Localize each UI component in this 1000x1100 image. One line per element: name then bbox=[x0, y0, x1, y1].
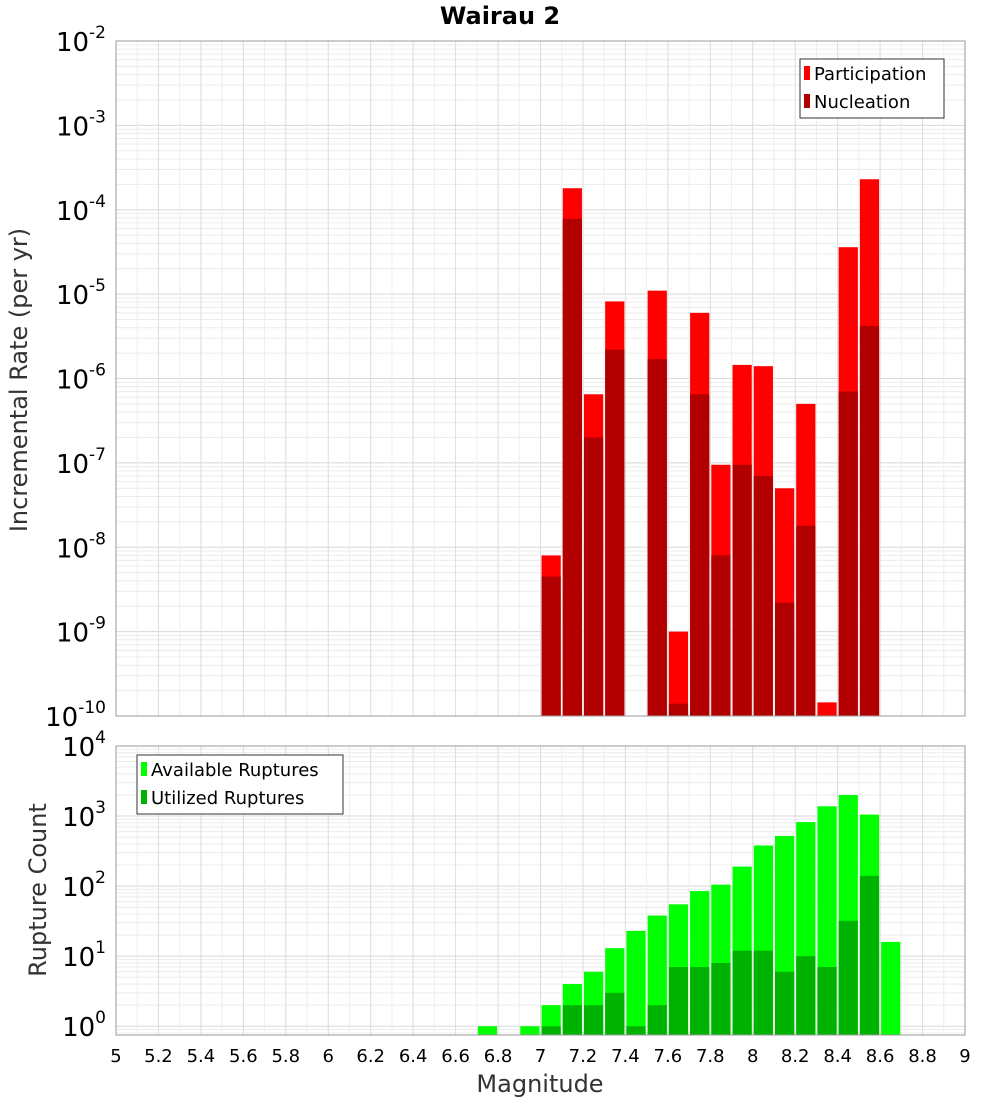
count-plot-frame bbox=[115, 745, 966, 1036]
count-bar bbox=[690, 967, 710, 1035]
count-legend-swatch bbox=[141, 762, 147, 776]
count-bar bbox=[626, 1026, 646, 1035]
rate-bar bbox=[838, 391, 858, 716]
count-legend-box bbox=[136, 754, 344, 815]
count-y-tick-label: 101 bbox=[62, 938, 106, 973]
x-tick-label: 8.6 bbox=[866, 1046, 895, 1067]
rate-y-tick-label: 10-5 bbox=[56, 276, 106, 311]
count-bar bbox=[562, 1005, 582, 1035]
rate-bar bbox=[690, 394, 710, 716]
count-bar bbox=[753, 950, 773, 1035]
x-tick-label: 9 bbox=[959, 1046, 970, 1067]
x-tick-label: 8.4 bbox=[823, 1046, 852, 1067]
rate-y-tick-label: 10-6 bbox=[56, 361, 106, 396]
rate-legend: Participation Nucleation bbox=[799, 58, 945, 119]
count-bar bbox=[859, 875, 880, 1035]
top-y-axis-label: Incremental Rate (per yr) bbox=[5, 228, 33, 532]
rate-bar bbox=[817, 702, 837, 716]
x-tick-label: 6.6 bbox=[441, 1046, 470, 1067]
x-tick-label: 6 bbox=[323, 1046, 334, 1067]
count-bar bbox=[774, 971, 795, 1035]
rate-y-tick-label: 10-4 bbox=[56, 192, 106, 227]
count-bar bbox=[520, 1026, 540, 1035]
rate-bar bbox=[753, 475, 773, 716]
rate-bar bbox=[774, 602, 795, 716]
rate-y-tick-label: 10-2 bbox=[56, 23, 106, 58]
x-tick-label: 7.2 bbox=[569, 1046, 598, 1067]
count-bar bbox=[541, 1026, 561, 1035]
count-bar bbox=[711, 962, 731, 1035]
x-tick-label: 6.2 bbox=[356, 1046, 385, 1067]
count-bar bbox=[647, 1005, 667, 1035]
rate-bar bbox=[668, 631, 689, 716]
bottom-y-axis-label: Rupture Count bbox=[24, 803, 52, 977]
count-legend-label: Available Ruptures bbox=[151, 760, 319, 781]
count-legend-label: Utilized Ruptures bbox=[151, 788, 304, 809]
x-tick-label: 6.8 bbox=[484, 1046, 513, 1067]
rate-legend-label: Participation bbox=[814, 64, 926, 85]
x-axis-ticks: 5 5.2 5.4 5.6 5.8 6 6.2 6.4 6.6 6.8 7 7.2 7.4 7.6 7.8 8… bbox=[110, 1046, 970, 1067]
rate-plot-area: 10-10 10-9 10-8 10-7 10-6 10-5 10-4 10-3 10-2 bbox=[45, 23, 966, 733]
rate-y-tick-label: 10-7 bbox=[56, 445, 106, 480]
rate-bar bbox=[711, 555, 731, 716]
count-bar bbox=[817, 967, 837, 1035]
rate-bar bbox=[647, 359, 667, 716]
x-tick-label: 5.4 bbox=[187, 1046, 216, 1067]
x-tick-label: 7.4 bbox=[611, 1046, 640, 1067]
rate-legend-swatch bbox=[804, 66, 810, 80]
count-y-tick-label: 102 bbox=[62, 868, 106, 903]
rate-y-tick-label: 10-9 bbox=[56, 614, 106, 649]
x-tick-label: 8 bbox=[747, 1046, 758, 1067]
x-tick-label: 5.2 bbox=[144, 1046, 173, 1067]
rate-y-tick-label: 10-3 bbox=[56, 107, 106, 142]
rate-legend-swatch bbox=[804, 94, 810, 108]
count-y-tick-label: 104 bbox=[62, 728, 106, 763]
rate-bar bbox=[859, 325, 880, 716]
rate-bar bbox=[562, 218, 582, 716]
count-bar bbox=[477, 1026, 498, 1035]
count-bar bbox=[605, 992, 625, 1035]
x-tick-label: 5.6 bbox=[229, 1046, 258, 1067]
chart-title: Wairau 2 bbox=[440, 2, 560, 30]
count-series-1 bbox=[541, 875, 880, 1035]
x-tick-label: 8.2 bbox=[781, 1046, 810, 1067]
count-bar bbox=[647, 915, 667, 1035]
rate-series-1 bbox=[541, 218, 880, 716]
rate-y-tick-label: 10-10 bbox=[45, 698, 106, 733]
x-axis-label: Magnitude bbox=[476, 1070, 603, 1098]
count-y-tick-label: 100 bbox=[62, 1008, 106, 1043]
count-bar bbox=[732, 950, 752, 1035]
rate-plot-frame bbox=[115, 40, 966, 717]
x-tick-label: 5.8 bbox=[271, 1046, 300, 1067]
rate-y-tick-label: 10-8 bbox=[56, 529, 106, 564]
count-y-tick-label: 103 bbox=[62, 798, 106, 833]
count-bar bbox=[626, 930, 646, 1035]
rate-legend-box bbox=[799, 58, 945, 119]
x-tick-label: 6.4 bbox=[399, 1046, 428, 1067]
rate-bar bbox=[605, 349, 625, 716]
x-tick-label: 7 bbox=[535, 1046, 546, 1067]
count-bar bbox=[796, 956, 816, 1035]
rupture-legend: Available Ruptures Utilized Ruptures bbox=[136, 754, 344, 815]
x-tick-label: 8.8 bbox=[908, 1046, 937, 1067]
count-legend-swatch bbox=[141, 790, 147, 804]
count-bar bbox=[881, 941, 901, 1035]
count-bar bbox=[668, 967, 689, 1035]
x-tick-label: 7.6 bbox=[654, 1046, 683, 1067]
rate-bar bbox=[541, 576, 561, 716]
rate-bar bbox=[796, 525, 816, 716]
x-tick-label: 7.8 bbox=[696, 1046, 725, 1067]
count-bar bbox=[583, 1005, 604, 1035]
rate-gridlines bbox=[115, 41, 966, 717]
rate-bar bbox=[732, 464, 752, 716]
rate-bar bbox=[668, 703, 689, 716]
x-tick-label: 5 bbox=[110, 1046, 121, 1067]
rate-legend-label: Nucleation bbox=[814, 92, 910, 113]
rate-bar bbox=[583, 437, 604, 716]
count-bar bbox=[838, 920, 858, 1035]
